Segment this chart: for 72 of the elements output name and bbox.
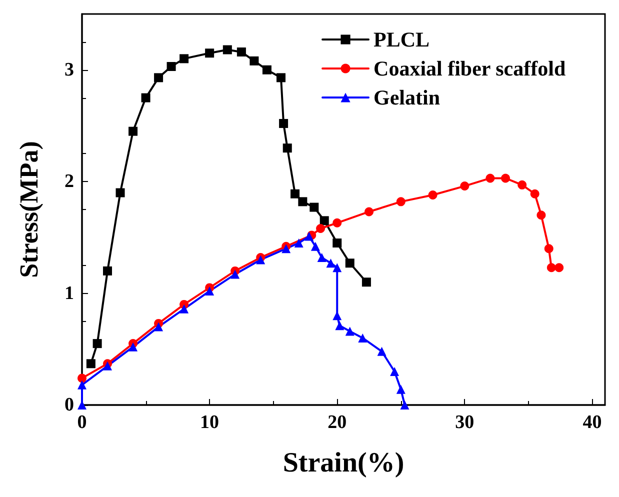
point [141,93,150,102]
point [154,73,164,82]
y-axis-title: Stress(MPa) [14,141,44,278]
point [250,56,259,66]
point [501,174,510,183]
point [154,322,164,332]
point [236,47,246,56]
point [358,333,368,342]
point [298,197,308,206]
point [345,258,354,268]
x-tick-label: 40 [582,412,602,433]
point [400,400,410,410]
point [317,253,326,262]
point [262,65,272,74]
x-tick-label: 20 [328,412,347,433]
point [345,326,354,336]
point [86,359,96,368]
point [518,180,527,190]
point [335,321,344,330]
point [78,374,86,383]
point [279,118,288,128]
point [377,346,386,356]
y-tick-label: 2 [64,171,74,192]
point [390,366,400,376]
point [92,339,102,348]
point [166,62,176,72]
point [222,45,232,54]
point [332,238,342,248]
y-tick-label: 3 [64,59,74,80]
point [205,286,214,296]
point [544,244,554,254]
point [316,224,326,233]
point [486,174,495,183]
point [364,207,374,216]
point [332,218,342,228]
point [276,73,286,82]
point [326,258,336,268]
y-tick-label: 1 [64,282,74,304]
point [530,189,540,198]
point [180,54,189,64]
point [460,182,470,191]
point [332,263,342,272]
point [282,144,292,153]
point [536,210,546,220]
point [282,244,291,254]
point [103,266,112,276]
point [396,197,406,206]
x-tick-label: 30 [455,412,474,433]
point [310,202,319,212]
point [310,242,320,251]
point [128,342,138,352]
point [396,384,406,394]
legend-label: Gelatin [374,86,440,110]
x-tick-label: 10 [200,412,220,433]
legend-label: Coaxial fiber scaffold [374,56,566,80]
y-tick-label: 0 [64,394,74,416]
point [205,48,214,58]
point [180,304,189,314]
point [116,188,125,198]
point [230,270,240,279]
legend-label: PLCL [374,28,430,52]
point [554,263,564,272]
point [128,126,138,136]
point [546,263,556,272]
point [290,189,300,198]
point [78,380,86,390]
point [362,278,371,287]
point [320,216,329,226]
point [294,238,304,248]
x-axis-title: Strain(%) [282,448,404,478]
point [304,232,314,241]
point [428,190,438,200]
